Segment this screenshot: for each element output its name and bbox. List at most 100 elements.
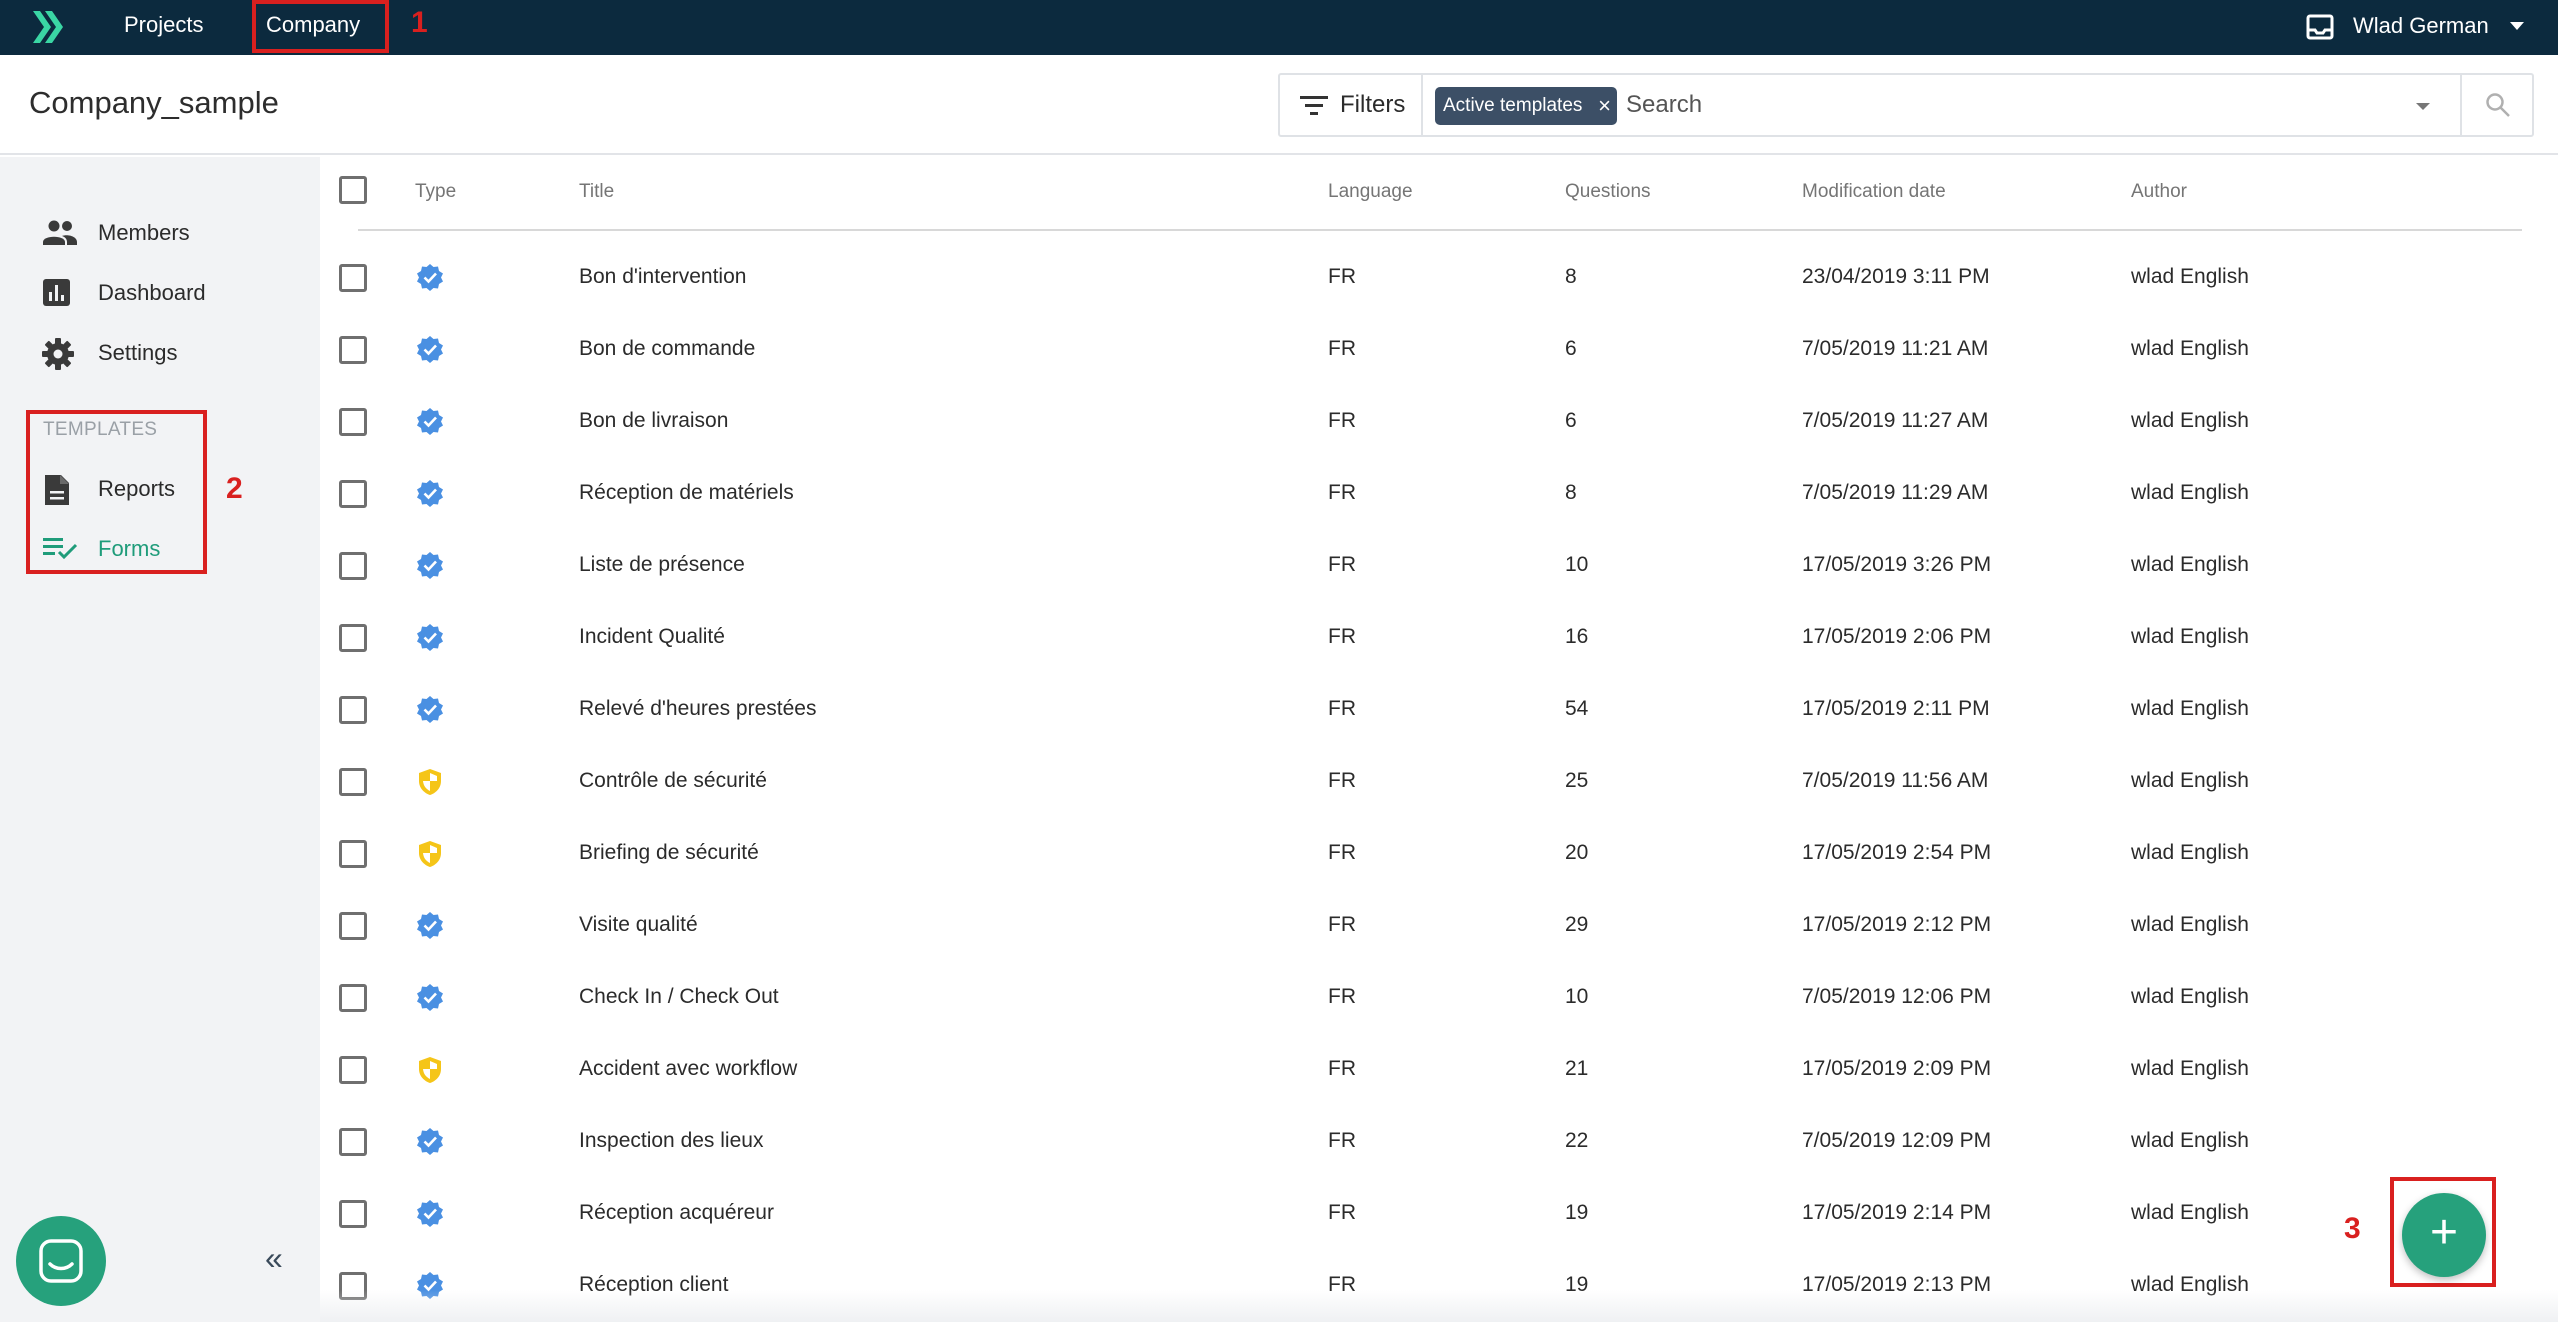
- inbox-icon[interactable]: [2306, 14, 2334, 40]
- row-checkbox[interactable]: [339, 552, 367, 580]
- cell-title[interactable]: Briefing de sécurité: [579, 841, 759, 864]
- cell-questions: 16: [1565, 625, 1589, 648]
- row-checkbox[interactable]: [339, 840, 367, 868]
- table-row[interactable]: Relevé d'heures prestées FR 54 17/05/2019 2…: [320, 675, 2558, 747]
- row-checkbox[interactable]: [339, 984, 367, 1012]
- select-all-checkbox[interactable]: [339, 176, 367, 204]
- cell-title[interactable]: Visite qualité: [579, 913, 698, 936]
- cell-title[interactable]: Contrôle de sécurité: [579, 769, 767, 792]
- cell-modification-date: 7/05/2019 12:09 PM: [1802, 1129, 1992, 1152]
- chat-support-button[interactable]: [16, 1216, 106, 1306]
- collapse-sidebar-button[interactable]: «: [265, 1240, 283, 1276]
- cell-questions: 25: [1565, 769, 1589, 792]
- table-row[interactable]: Réception de matériels FR 8 7/05/2019 11:29…: [320, 459, 2558, 531]
- chevron-down-icon[interactable]: [2416, 103, 2430, 110]
- user-menu-name[interactable]: Wlad German: [2353, 13, 2489, 38]
- nav-company-link[interactable]: Company: [266, 12, 361, 37]
- sidebar-item-members[interactable]: Members: [42, 214, 302, 254]
- sidebar-item-label: Forms: [98, 536, 161, 561]
- cell-title[interactable]: Incident Qualité: [579, 625, 725, 648]
- app-logo-icon[interactable]: [30, 8, 66, 46]
- row-checkbox[interactable]: [339, 912, 367, 940]
- table-row[interactable]: Bon d'intervention FR 8 23/04/2019 3:11 PM w…: [320, 243, 2558, 315]
- row-checkbox[interactable]: [339, 624, 367, 652]
- cell-title[interactable]: Bon de livraison: [579, 409, 729, 432]
- table-row[interactable]: Réception acquéreur FR 19 17/05/2019 2:14 P…: [320, 1179, 2558, 1251]
- row-checkbox[interactable]: [339, 1200, 367, 1228]
- table-row[interactable]: Bon de livraison FR 6 7/05/2019 11:27 AM wla…: [320, 387, 2558, 459]
- cell-language: FR: [1328, 337, 1356, 360]
- row-checkbox[interactable]: [339, 1128, 367, 1156]
- filters-button[interactable]: Filters: [1280, 75, 1423, 135]
- cell-language: FR: [1328, 1129, 1356, 1152]
- table-row[interactable]: Contrôle de sécurité FR 25 7/05/2019 11:56 …: [320, 747, 2558, 819]
- cell-title[interactable]: Accident avec workflow: [579, 1057, 798, 1080]
- cell-title[interactable]: Liste de présence: [579, 553, 745, 576]
- table-row[interactable]: Inspection des lieux FR 22 7/05/2019 12:09 …: [320, 1107, 2558, 1179]
- cell-modification-date: 7/05/2019 11:21 AM: [1802, 337, 1989, 360]
- cell-modification-date: 17/05/2019 3:26 PM: [1802, 553, 1992, 576]
- verified-badge-icon: [417, 480, 443, 507]
- search-input[interactable]: [1626, 83, 2386, 127]
- cell-title[interactable]: Check In / Check Out: [579, 985, 779, 1008]
- nav-projects-link[interactable]: Projects: [124, 12, 204, 37]
- sidebar-item-label: Dashboard: [98, 280, 206, 305]
- page-title: Company_sample: [29, 85, 279, 120]
- column-header-language[interactable]: Language: [1328, 181, 1413, 202]
- row-checkbox[interactable]: [339, 696, 367, 724]
- safety-shield-icon: [419, 841, 441, 867]
- row-checkbox[interactable]: [339, 408, 367, 436]
- row-checkbox[interactable]: [339, 480, 367, 508]
- row-checkbox[interactable]: [339, 1272, 367, 1300]
- table-row[interactable]: Incident Qualité FR 16 17/05/2019 2:06 PM wl…: [320, 603, 2558, 675]
- row-checkbox[interactable]: [339, 264, 367, 292]
- table-row[interactable]: Liste de présence FR 10 17/05/2019 3:26 PM w…: [320, 531, 2558, 603]
- cell-title[interactable]: Inspection des lieux: [579, 1129, 764, 1152]
- add-template-button[interactable]: +: [2402, 1193, 2486, 1277]
- row-checkbox[interactable]: [339, 768, 367, 796]
- cell-title[interactable]: Réception acquéreur: [579, 1201, 774, 1224]
- column-header-type[interactable]: Type: [415, 181, 457, 202]
- column-header-modification-date[interactable]: Modification date: [1802, 181, 1946, 202]
- table-row[interactable]: Réception client FR 19 17/05/2019 2:13 PM wl…: [320, 1251, 2558, 1322]
- column-header-author[interactable]: Author: [2131, 181, 2187, 202]
- table-row[interactable]: Accident avec workflow FR 21 17/05/2019 2:0…: [320, 1035, 2558, 1107]
- chat-icon: [39, 1239, 83, 1283]
- sidebar-item-forms[interactable]: Forms: [42, 530, 302, 570]
- close-icon[interactable]: ×: [1598, 93, 1611, 118]
- verified-badge-icon: [417, 1272, 443, 1299]
- cell-language: FR: [1328, 1201, 1356, 1224]
- safety-shield-icon: [419, 769, 441, 795]
- chevron-down-icon[interactable]: [2510, 22, 2524, 30]
- row-checkbox[interactable]: [339, 1056, 367, 1084]
- cell-questions: 29: [1565, 913, 1589, 936]
- cell-title[interactable]: Bon de commande: [579, 337, 756, 360]
- cell-questions: 19: [1565, 1273, 1589, 1296]
- column-header-title[interactable]: Title: [579, 181, 615, 202]
- chip-label: Active templates: [1443, 95, 1583, 116]
- cell-title[interactable]: Bon d'intervention: [579, 265, 747, 288]
- verified-badge-icon: [417, 552, 443, 579]
- sidebar-item-settings[interactable]: Settings: [42, 334, 302, 374]
- column-header-questions[interactable]: Questions: [1565, 181, 1651, 202]
- sidebar-item-reports[interactable]: Reports: [42, 470, 302, 510]
- table-row[interactable]: Check In / Check Out FR 10 7/05/2019 12:06 …: [320, 963, 2558, 1035]
- search-button[interactable]: [2460, 75, 2532, 135]
- row-checkbox[interactable]: [339, 336, 367, 364]
- table-row[interactable]: Visite qualité FR 29 17/05/2019 2:12 PM wlad…: [320, 891, 2558, 963]
- table-row[interactable]: Briefing de sécurité FR 20 17/05/2019 2:54 …: [320, 819, 2558, 891]
- cell-questions: 22: [1565, 1129, 1589, 1152]
- annotation-box-company: [252, 0, 389, 53]
- people-icon: [43, 220, 77, 245]
- header-divider: [358, 229, 2522, 231]
- cell-modification-date: 17/05/2019 2:12 PM: [1802, 913, 1992, 936]
- cell-title[interactable]: Réception de matériels: [579, 481, 794, 504]
- cell-author: wlad English: [2131, 985, 2249, 1008]
- cell-language: FR: [1328, 265, 1356, 288]
- cell-title[interactable]: Relevé d'heures prestées: [579, 697, 817, 720]
- table-row[interactable]: Bon de commande FR 6 7/05/2019 11:21 AM wlad…: [320, 315, 2558, 387]
- cell-title[interactable]: Réception client: [579, 1273, 729, 1296]
- checklist-icon: [43, 538, 78, 560]
- sidebar-item-dashboard[interactable]: Dashboard: [42, 274, 302, 314]
- templates-table: Type Title Language Questions Modificati…: [320, 157, 2558, 1322]
